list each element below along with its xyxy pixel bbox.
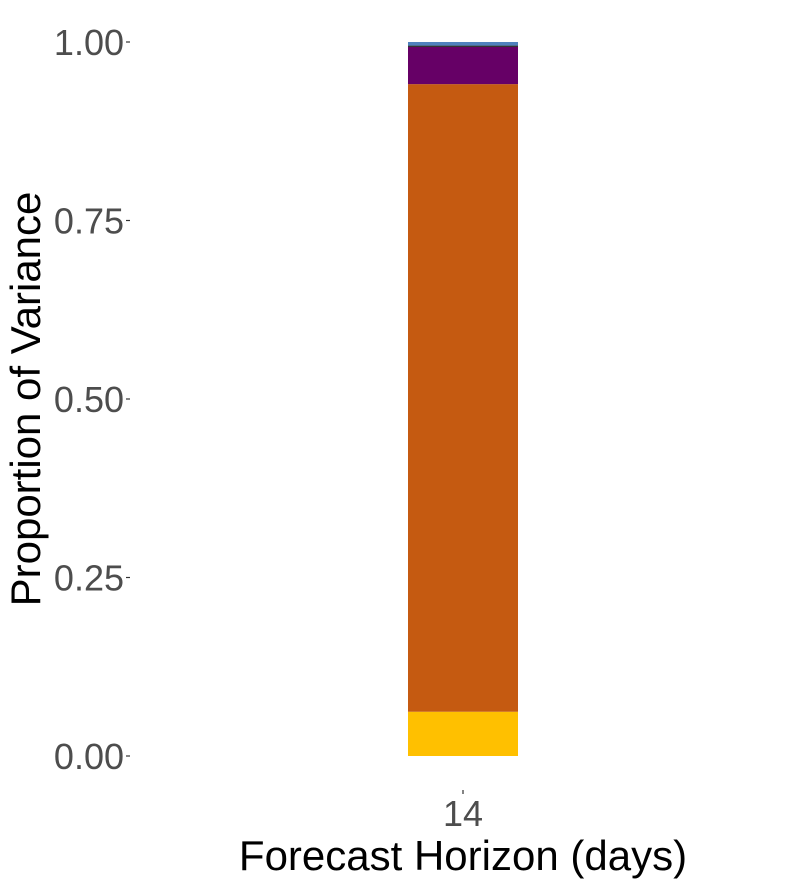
- bar-segment-5: [408, 42, 518, 46]
- x-tick-label: 14: [443, 793, 483, 834]
- bar-segment-1: [408, 711, 518, 756]
- y-axis: 0.00 0.25 0.50 0.75 1.00: [54, 22, 130, 777]
- bar-segment-4: [408, 45, 518, 47]
- y-tick-label: 0.75: [54, 201, 124, 242]
- y-tick-label: 0.25: [54, 558, 124, 599]
- y-tick-label: 0.00: [54, 736, 124, 777]
- x-axis: 14: [443, 790, 483, 834]
- y-axis-title: Proportion of Variance: [2, 192, 49, 607]
- bar-segment-2: [408, 84, 518, 712]
- x-axis-title: Forecast Horizon (days): [239, 832, 687, 879]
- bar-stack: [408, 42, 518, 756]
- y-tick-label: 1.00: [54, 22, 124, 63]
- y-tick-label: 0.50: [54, 379, 124, 420]
- bar-segment-3: [408, 46, 518, 85]
